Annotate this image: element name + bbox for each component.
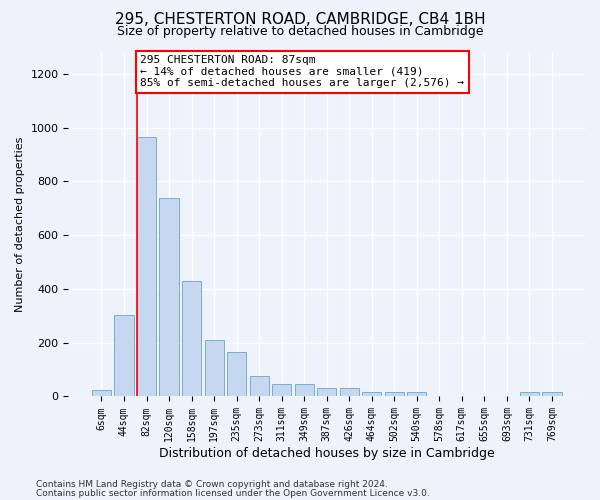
Bar	[520, 392, 539, 396]
Bar	[385, 392, 404, 396]
Y-axis label: Number of detached properties: Number of detached properties	[15, 137, 25, 312]
Bar	[542, 392, 562, 396]
Bar	[115, 314, 134, 396]
Bar	[407, 392, 427, 396]
Text: 295, CHESTERTON ROAD, CAMBRIDGE, CB4 1BH: 295, CHESTERTON ROAD, CAMBRIDGE, CB4 1BH	[115, 12, 485, 28]
Bar	[92, 390, 111, 396]
X-axis label: Distribution of detached houses by size in Cambridge: Distribution of detached houses by size …	[159, 447, 494, 460]
Bar	[137, 137, 156, 396]
Bar	[205, 340, 224, 396]
Bar	[295, 384, 314, 396]
Bar	[272, 384, 291, 396]
Bar	[362, 392, 382, 396]
Bar	[317, 388, 336, 396]
Bar	[250, 376, 269, 396]
Text: Contains public sector information licensed under the Open Government Licence v3: Contains public sector information licen…	[36, 488, 430, 498]
Text: Contains HM Land Registry data © Crown copyright and database right 2024.: Contains HM Land Registry data © Crown c…	[36, 480, 388, 489]
Bar	[340, 388, 359, 396]
Bar	[182, 281, 201, 396]
Text: 295 CHESTERTON ROAD: 87sqm
← 14% of detached houses are smaller (419)
85% of sem: 295 CHESTERTON ROAD: 87sqm ← 14% of deta…	[140, 55, 464, 88]
Bar	[227, 352, 246, 397]
Bar	[160, 198, 179, 396]
Text: Size of property relative to detached houses in Cambridge: Size of property relative to detached ho…	[117, 25, 483, 38]
